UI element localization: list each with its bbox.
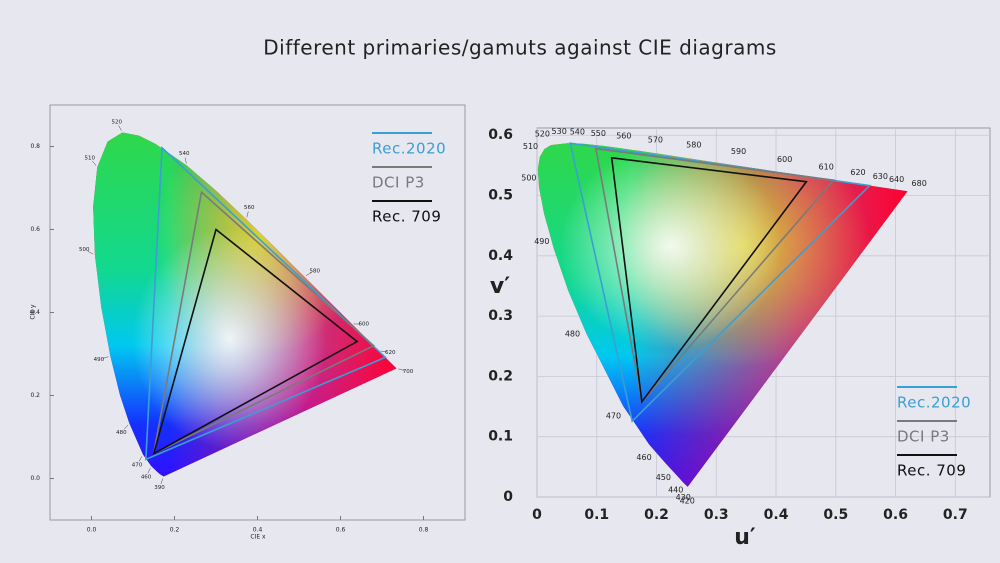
wavelength-label: 460 [141,474,152,480]
y-tick-label: 0.3 [488,308,513,324]
locus-leader [380,350,387,353]
legend-label: Rec. 709 [372,208,441,226]
wavelength-label: 560 [616,132,631,141]
wavelength-label: 610 [819,162,834,171]
x-axis-title: u′ [734,525,756,550]
wavelength-label: 580 [686,141,701,150]
x-tick-label: 0.0 [87,527,97,534]
wavelength-label: 640 [889,175,904,184]
wavelength-label: 430 [676,493,691,502]
wavelength-label: 680 [912,179,927,188]
legend-label: Rec.2020 [897,394,971,412]
wavelength-label: 470 [132,462,143,468]
wavelength-label: 620 [850,168,865,177]
y-axis-title: v′ [490,274,510,299]
x-tick-label: 0.2 [170,527,180,534]
x-tick-label: 0.3 [704,507,729,523]
gamut-triangle [144,145,387,461]
locus-leader [184,157,187,164]
locus-leader [160,478,164,485]
wavelength-label: 480 [565,329,580,338]
gamut-triangle [152,190,376,456]
locus-fill [93,132,397,477]
locus-leader [118,125,122,131]
y-tick-label: 0.6 [30,226,40,233]
wavelength-label: 530 [552,127,567,136]
chart: 0 0.1 0.2 0.3 0.4 0.5 0.6 0.7 0 0.1 0.2 0.3 0.4 0.5 0.… [488,127,991,550]
wavelength-label: 420 [680,496,695,505]
x-tick-label: 0.4 [253,527,263,534]
locus-leader [102,356,109,359]
wavelength-label: 590 [731,147,746,156]
chart: 0.0 0.2 0.4 0.6 0.8 0.0 0.2 0.4 0.6 0.8 CIE x CIE y… [30,104,466,541]
wavelength-label: 570 [648,135,663,144]
y-tick-label: 0.6 [488,127,513,143]
locus-leader [138,456,143,462]
wavelength-label: 540 [570,127,585,136]
legend-label: Rec. 709 [897,462,966,480]
y-tick-label: 0.2 [30,392,40,399]
wavelength-label: 510 [523,142,538,151]
locus-leader [147,467,151,474]
gamut-triangle [610,156,808,404]
x-tick-label: 0 [532,507,542,523]
wavelength-label: 540 [179,151,190,157]
locus-leader [398,368,405,371]
wavelength-label: 600 [777,155,792,164]
wavelength-label: 700 [403,369,414,375]
y-tick-label: 0.4 [30,309,40,316]
wavelength-label: 550 [591,129,606,138]
y-tick-label: 0.2 [488,368,513,384]
x-tick-label: 0.5 [823,507,848,523]
locus-leader [87,251,94,255]
wavelength-label: 480 [116,430,127,436]
wavelength-label: 600 [358,322,369,328]
wavelength-label: 560 [244,205,255,211]
y-tick-label: 0.5 [488,188,513,204]
wavelength-label: 490 [94,357,105,363]
y-axis-title: CIE y [30,304,37,320]
wavelength-label: 520 [535,129,550,138]
y-tick-label: 0.8 [30,143,40,150]
legend-label: DCI P3 [372,174,425,192]
locus-leader [246,211,249,218]
wavelength-label: 510 [85,155,96,161]
y-tick-label: 0 [503,489,513,505]
y-tick-label: 0.0 [30,475,40,482]
locus-leader [305,272,312,276]
wavelength-label: 450 [656,473,671,482]
wavelength-label: 460 [636,453,651,462]
wavelength-label: 500 [521,174,536,183]
wavelength-label: 580 [310,268,321,274]
wavelength-label: 470 [606,412,621,421]
gamut-triangle [594,147,836,404]
x-tick-label: 0.6 [336,527,346,534]
locus-leader [92,160,97,166]
x-tick-label: 0.8 [419,527,429,534]
x-tick-label: 0.6 [883,507,908,523]
locus-leader [123,424,129,430]
wavelength-label: 440 [668,485,683,494]
x-tick-label: 0.4 [764,507,789,523]
wavelength-label: 630 [873,172,888,181]
wavelength-label: 390 [154,485,165,491]
page-title: Different primaries/gamuts against CIE d… [263,36,777,60]
legend-label: DCI P3 [897,428,950,446]
x-tick-label: 0.2 [644,507,669,523]
wavelength-label: 490 [534,237,549,246]
legend-label: Rec.2020 [372,140,446,158]
wavelength-label: 620 [385,350,396,356]
gamut-triangle [152,228,359,456]
wavelength-label: 500 [79,247,90,253]
y-tick-label: 0.4 [488,248,513,264]
y-tick-label: 0.1 [488,429,513,445]
wavelength-label: 520 [112,119,123,125]
locus-fill [537,143,908,487]
x-axis-title: CIE x [250,534,266,541]
x-tick-label: 0.1 [584,507,609,523]
x-tick-label: 0.7 [943,507,968,523]
